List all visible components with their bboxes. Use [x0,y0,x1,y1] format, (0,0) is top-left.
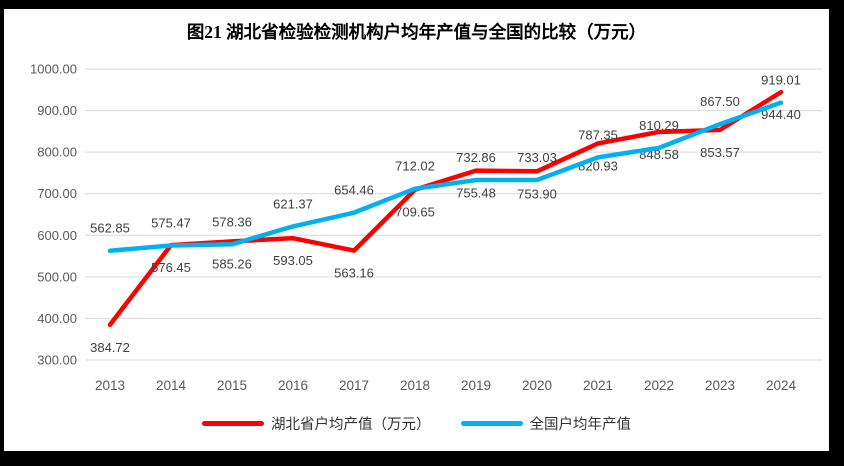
x-axis-tick-label: 2024 [766,378,797,393]
data-label: 384.72 [90,340,130,355]
x-axis-tick-label: 2016 [278,378,308,393]
data-label: 654.46 [334,183,374,198]
legend-label-0: 湖北省户均产值（万元） [271,417,431,433]
x-axis-tick-label: 2021 [583,378,613,393]
x-axis-tick-label: 2017 [339,378,369,393]
legend-swatch-1 [460,421,523,426]
y-axis-tick-label: 500.00 [37,269,77,284]
frame-border-right [829,0,844,466]
y-axis-tick-label: 1000.00 [30,62,77,77]
data-label: 563.16 [334,266,374,281]
y-axis-tick-label: 300.00 [37,353,77,368]
y-axis-tick-label: 600.00 [37,228,77,243]
frame-border-left [0,0,4,466]
x-axis-tick-label: 2018 [400,378,430,393]
series-line-1 [107,100,784,253]
y-axis-tick-label: 900.00 [37,103,77,118]
x-axis-tick-label: 2013 [95,378,125,393]
y-axis-tick-label: 700.00 [37,186,77,201]
data-label: 919.01 [761,73,801,88]
frame-border-bottom [0,451,844,466]
legend-label-1: 全国户均年产值 [529,417,632,433]
data-label: 732.86 [456,150,496,165]
x-axis-tick-label: 2022 [644,378,674,393]
data-label: 853.57 [700,145,740,160]
series-line-0 [107,89,784,328]
data-label: 867.50 [700,94,740,109]
legend-swatch-0 [202,421,264,426]
data-label: 787.35 [578,127,618,142]
legend-item-1: 全国户均年产值 [460,413,632,434]
data-label: 709.65 [395,205,435,220]
data-label: 578.36 [212,214,252,229]
x-axis-tick-label: 2020 [522,378,552,393]
y-axis-tick-label: 400.00 [37,311,77,326]
data-label: 593.05 [273,253,313,268]
chart-title: 图21 湖北省检验检测机构户均年产值与全国的比较（万元） [186,22,647,42]
data-label: 562.85 [90,221,130,236]
data-label: 733.03 [517,150,557,165]
legend-item-0: 湖北省户均产值（万元） [202,413,431,434]
data-label: 810.29 [639,118,679,133]
data-label: 755.48 [456,186,496,201]
x-axis-tick-label: 2015 [217,378,247,393]
data-label: 753.90 [517,186,557,201]
y-axis-tick-label: 800.00 [37,145,77,160]
x-axis-tick-label: 2019 [461,378,491,393]
data-label: 621.37 [273,196,313,211]
x-axis-tick-label: 2023 [705,378,735,393]
data-label: 575.47 [151,215,191,230]
chart-legend: 湖北省户均产值（万元） 全国户均年产值 [4,413,829,434]
frame-border-top [0,0,844,9]
x-axis-tick-label: 2014 [156,378,187,393]
data-label: 944.40 [761,107,801,122]
data-label: 576.45 [151,260,191,275]
data-label: 585.26 [212,256,252,271]
data-label: 712.02 [395,159,435,174]
